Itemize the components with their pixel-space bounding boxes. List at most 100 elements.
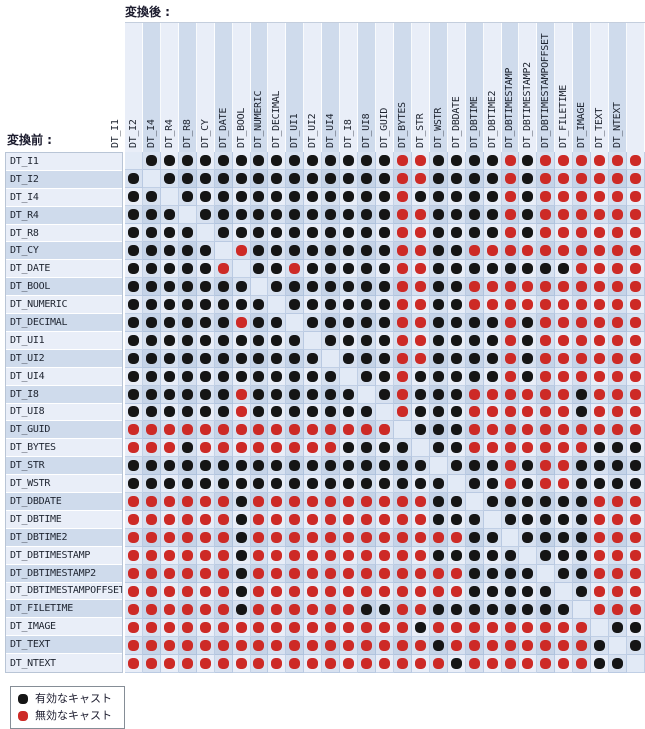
matrix-cell-DT_DECIMAL-to-DT_I1 (125, 313, 143, 332)
matrix-cell-DT_DBTIMESTAMPOFFSET-to-DT_DBTIME (483, 583, 502, 602)
column-header-label: DT_WSTR (432, 107, 444, 148)
matrix-cell-DT_UI8-to-DT_I2 (142, 403, 161, 422)
invalid-cast-dot (540, 334, 552, 346)
invalid-cast-dot (486, 658, 498, 669)
invalid-cast-dot (612, 298, 624, 310)
invalid-cast-dot (630, 352, 642, 364)
valid-cast-dot (504, 568, 516, 580)
matrix-cell-DT_BYTES-to-DT_TEXT (609, 439, 628, 458)
matrix-cell-DT_DATE-to-DT_BYTES (411, 259, 430, 278)
invalid-cast-dot (396, 352, 408, 364)
valid-cast-dot (289, 406, 301, 418)
invalid-cast-dot (612, 532, 624, 544)
matrix-cell-DT_NTEXT-to-DT_FILETIME (573, 655, 592, 673)
valid-cast-dot (486, 262, 498, 274)
matrix-cell-DT_CY-to-DT_TEXT (609, 241, 628, 260)
invalid-cast-dot (594, 154, 606, 166)
matrix-cell-DT_DATE-to-DT_WSTR (447, 259, 466, 278)
invalid-cast-dot (504, 640, 516, 652)
matrix-cell-DT_DBDATE-to-DT_WSTR (447, 493, 466, 512)
matrix-cell-DT_I8-to-DT_DBTIMESTAMPOFFSET (555, 385, 574, 404)
matrix-cell-DT_UI2-to-DT_UI4 (340, 349, 359, 368)
column-header-DT_DBTIME2: DT_DBTIME2 (487, 23, 520, 152)
matrix-cell-DT_DBDATE-to-DT_DBTIMESTAMPOFFSET (555, 493, 574, 512)
matrix-cell-DT_DECIMAL-to-DT_R4 (178, 313, 197, 332)
matrix-cell-DT_I4-to-DT_NTEXT (627, 187, 645, 206)
invalid-cast-dot (378, 640, 390, 652)
matrix-cell-DT_DBTIMESTAMPOFFSET-to-DT_BYTES (411, 583, 430, 602)
valid-cast-dot (253, 172, 265, 184)
valid-cast-dot (127, 460, 139, 472)
matrix-cell-DT_UI4-to-DT_UI4 (340, 367, 359, 386)
matrix-cell-DT_UI2-to-DT_DATE (232, 349, 251, 368)
invalid-cast-dot (504, 388, 516, 400)
invalid-cast-dot (432, 568, 444, 580)
matrix-cell-DT_UI2-to-DT_NTEXT (627, 349, 645, 368)
invalid-cast-dot (396, 154, 408, 166)
matrix-cell-DT_NUMERIC-to-DT_TEXT (609, 295, 628, 314)
invalid-cast-dot (396, 244, 408, 256)
matrix-cell-DT_BOOL-to-DT_STR (429, 277, 448, 296)
matrix-cell-DT_DBTIME-to-DT_GUID (393, 511, 412, 530)
matrix-cell-DT_I4-to-DT_R4 (178, 187, 197, 206)
invalid-cast-dot (468, 622, 480, 634)
matrix-cell-DT_I1-to-DT_FILETIME (573, 152, 592, 170)
valid-cast-dot (235, 496, 247, 508)
valid-cast-dot (343, 280, 355, 292)
invalid-cast-dot (378, 424, 390, 436)
valid-cast-dot (253, 388, 265, 400)
matrix-cell-DT_FILETIME-to-DT_UI4 (340, 601, 359, 620)
matrix-cell-DT_DBDATE-to-DT_DECIMAL (286, 493, 305, 512)
matrix-cell-DT_I4-to-DT_UI2 (322, 187, 341, 206)
valid-cast-dot (271, 190, 283, 202)
invalid-cast-dot (217, 658, 229, 669)
matrix-cell-DT_R4-to-DT_UI1 (304, 205, 323, 224)
invalid-cast-dot (253, 658, 265, 669)
valid-cast-dot (343, 388, 355, 400)
matrix-cell-DT_STR-to-DT_TEXT (609, 457, 628, 476)
matrix-cell-DT_TEXT-to-DT_UI8 (376, 637, 394, 656)
matrix-cell-DT_DBTIME2-to-DT_DBTIMESTAMP2 (537, 529, 556, 548)
valid-cast-dot (307, 478, 319, 490)
matrix-cell-DT_CY-to-DT_FILETIME (573, 241, 592, 260)
invalid-cast-dot (558, 622, 570, 634)
invalid-cast-dot (199, 640, 211, 652)
valid-cast-dot (235, 532, 247, 544)
matrix-cell-DT_DBTIMESTAMPOFFSET-to-DT_CY (214, 583, 233, 602)
matrix-cell-DT_FILETIME-to-DT_BYTES (411, 601, 430, 620)
invalid-cast-dot (199, 496, 211, 508)
valid-cast-dot (127, 280, 139, 292)
valid-cast-dot (504, 262, 516, 274)
matrix-cell-DT_NTEXT-to-DT_R4 (178, 655, 197, 673)
matrix-cell-DT_DBTIMESTAMP2-to-DT_DBTIMESTAMP (519, 565, 538, 584)
matrix-cell-DT_DECIMAL-to-DT_R8 (196, 313, 215, 332)
valid-cast-dot (289, 244, 301, 256)
matrix-cell-DT_DECIMAL-to-DT_DBDATE (465, 313, 484, 332)
matrix-cell-DT_BYTES-to-DT_UI1 (304, 439, 323, 458)
valid-cast-dot (127, 226, 139, 238)
valid-cast-dot (522, 478, 534, 490)
valid-cast-dot (199, 190, 211, 202)
row-header-DT_FILETIME: DT_FILETIME (6, 600, 122, 619)
matrix-cell-DT_DATE-to-DT_I8 (358, 259, 377, 278)
valid-cast-dot (414, 406, 426, 418)
invalid-cast-dot (235, 442, 247, 454)
invalid-cast-dot (199, 622, 211, 634)
matrix-cell-DT_DBTIMESTAMP2-to-DT_R8 (196, 565, 215, 584)
matrix-cell-DT_NUMERIC-to-DT_UI1 (304, 295, 323, 314)
invalid-cast-dot (558, 442, 570, 454)
valid-cast-dot (343, 316, 355, 328)
valid-cast-dot (235, 298, 247, 310)
matrix-cell-DT_NTEXT-to-DT_IMAGE (591, 655, 610, 673)
invalid-cast-dot (325, 514, 337, 526)
valid-cast-dot (253, 352, 265, 364)
matrix-cell-DT_IMAGE-to-DT_STR (429, 619, 448, 638)
invalid-cast-dot-icon (18, 711, 28, 721)
matrix-cell-DT_UI1-to-DT_DECIMAL (286, 331, 305, 350)
valid-cast-dot (307, 190, 319, 202)
valid-cast-dot (253, 460, 265, 472)
valid-cast-dot (181, 316, 193, 328)
invalid-cast-dot (414, 298, 426, 310)
row-header-DT_UI2: DT_UI2 (6, 349, 122, 368)
valid-cast-dot (343, 208, 355, 220)
